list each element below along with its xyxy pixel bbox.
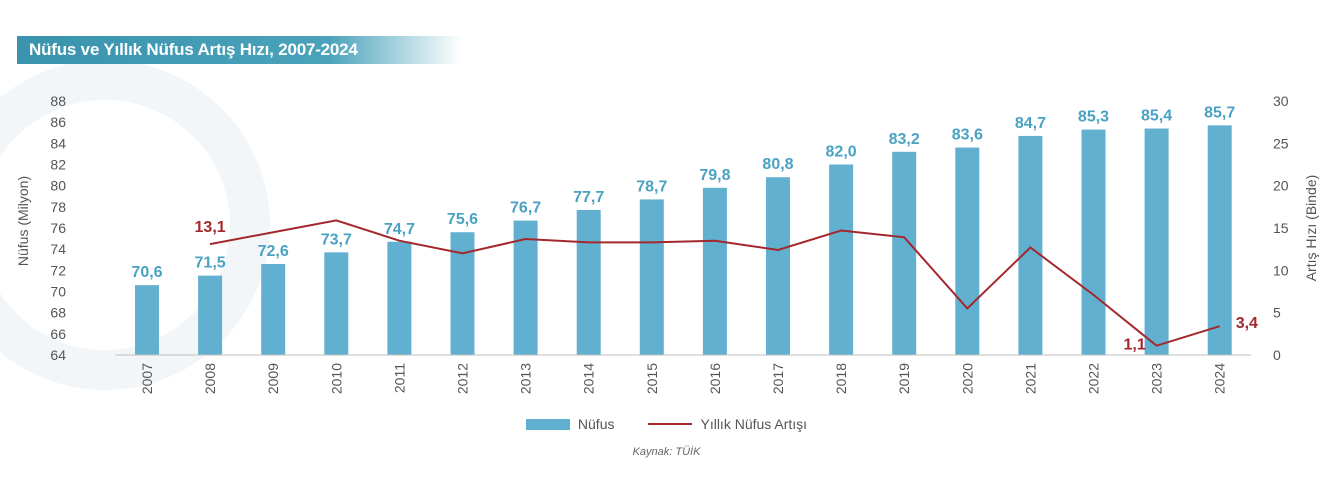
left-axis-ticks: 64 66 68 70 72 74 76 78 80 82 84 86 88 (50, 93, 66, 363)
bar-data-label: 76,7 (510, 200, 541, 217)
bar (135, 285, 159, 355)
bar-data-label: 77,7 (573, 189, 604, 206)
line-data-labels: 13,1 1,1 3,4 (195, 219, 1259, 354)
bar-data-label: 83,2 (889, 131, 920, 148)
x-tick-label: 2022 (1086, 363, 1102, 394)
line-series (209, 219, 1220, 347)
bar (1144, 128, 1169, 355)
bar-data-label: 71,5 (195, 255, 226, 272)
left-tick-label: 64 (50, 347, 66, 363)
left-tick-label: 72 (50, 262, 66, 278)
bar (1207, 125, 1232, 355)
bar (955, 147, 980, 355)
bar (1081, 129, 1106, 355)
right-tick-label: 0 (1273, 347, 1281, 363)
title-banner: Nüfus ve Yıllık Nüfus Artış Hızı, 2007-2… (17, 36, 462, 64)
right-tick-label: 10 (1273, 262, 1289, 278)
bar (198, 275, 223, 355)
right-tick-label: 15 (1273, 220, 1289, 236)
bar (639, 199, 664, 355)
legend-swatch-line (648, 423, 693, 425)
left-tick-label: 68 (50, 305, 66, 321)
x-tick-label: 2018 (833, 363, 849, 394)
right-tick-label: 25 (1273, 135, 1289, 151)
x-axis-ticks: 2007 2008 2009 2010 2011 2012 2013 2014 2015 2016… (139, 363, 1228, 394)
legend-label-line: Yıllık Nüfus Artışı (700, 416, 808, 432)
bar-data-label: 85,4 (1141, 108, 1172, 125)
bar (387, 241, 412, 355)
bar (766, 177, 790, 355)
x-tick-label: 2007 (139, 363, 155, 394)
bar (513, 220, 538, 355)
legend-label-bar: Nüfus (577, 416, 615, 432)
x-tick-label: 2008 (202, 363, 218, 394)
right-tick-label: 30 (1273, 93, 1289, 109)
left-tick-label: 66 (50, 326, 66, 342)
bar-series (135, 125, 1232, 355)
bar-data-label: 74,7 (384, 221, 415, 238)
right-tick-label: 20 (1273, 178, 1289, 194)
right-axis-label: Artış Hızı (Binde) (1303, 175, 1319, 282)
line-data-label: 13,1 (195, 219, 226, 236)
right-axis-ticks: 0 5 10 15 20 25 30 (1273, 93, 1289, 363)
chart-title: Nüfus ve Yıllık Nüfus Artış Hızı, 2007-2… (29, 40, 358, 59)
left-tick-label: 84 (50, 135, 66, 151)
legend: Nüfus Yıllık Nüfus Artışı (0, 416, 1333, 432)
x-tick-label: 2019 (896, 363, 912, 394)
left-tick-label: 74 (50, 241, 66, 257)
x-tick-label: 2012 (455, 363, 471, 394)
x-tick-label: 2013 (518, 363, 534, 394)
bar-data-label: 84,7 (1015, 115, 1046, 132)
bar-data-label: 75,6 (447, 211, 478, 228)
left-tick-label: 80 (50, 178, 66, 194)
x-tick-label: 2011 (391, 363, 407, 393)
bar-data-label: 85,7 (1204, 104, 1235, 121)
bar-data-label: 78,7 (636, 178, 667, 195)
x-tick-label: 2020 (959, 363, 975, 394)
bar-data-label: 83,6 (952, 127, 983, 144)
x-tick-label: 2024 (1212, 363, 1228, 394)
bar (261, 263, 286, 355)
left-tick-label: 82 (50, 157, 66, 173)
bar (829, 164, 854, 355)
source-note: Kaynak: TÜİK (632, 446, 701, 458)
legend-item-bar: Nüfus (525, 416, 615, 432)
left-tick-label: 76 (50, 220, 66, 236)
x-tick-label: 2016 (707, 363, 723, 394)
bar-data-label: 82,0 (826, 144, 857, 161)
bar-data-label: 72,6 (258, 243, 289, 260)
bar (702, 187, 727, 355)
bar (324, 252, 349, 355)
line-data-label: 1,1 (1123, 337, 1145, 354)
bar-data-label: 80,8 (762, 156, 793, 173)
x-tick-label: 2010 (328, 363, 344, 394)
bar (892, 151, 917, 355)
bar-data-labels: 70,6 71,5 72,6 73,7 74,7 75,6 76,7 77,7 78,7 79,8… (131, 104, 1235, 281)
right-tick-label: 5 (1273, 305, 1281, 321)
x-tick-label: 2015 (644, 363, 660, 394)
bar-data-label: 85,3 (1078, 109, 1109, 126)
left-tick-label: 70 (50, 284, 66, 300)
x-tick-label: 2023 (1149, 363, 1165, 394)
x-tick-label: 2014 (581, 363, 597, 394)
bar (1018, 135, 1043, 355)
bar (576, 210, 601, 355)
left-tick-label: 86 (50, 114, 66, 130)
legend-swatch-bar (525, 418, 570, 430)
left-axis-label: Nüfus (Milyon) (15, 176, 31, 266)
x-tick-label: 2009 (265, 363, 281, 394)
bar-data-label: 79,8 (699, 167, 730, 184)
left-tick-label: 78 (50, 199, 66, 215)
left-tick-label: 88 (50, 93, 66, 109)
line-data-label: 3,4 (1236, 315, 1258, 332)
x-tick-label: 2017 (770, 363, 786, 394)
x-tick-label: 2021 (1022, 363, 1038, 394)
bar-data-label: 73,7 (321, 231, 352, 248)
bar-data-label: 70,6 (131, 264, 162, 281)
legend-item-line: Yıllık Nüfus Artışı (648, 416, 807, 432)
